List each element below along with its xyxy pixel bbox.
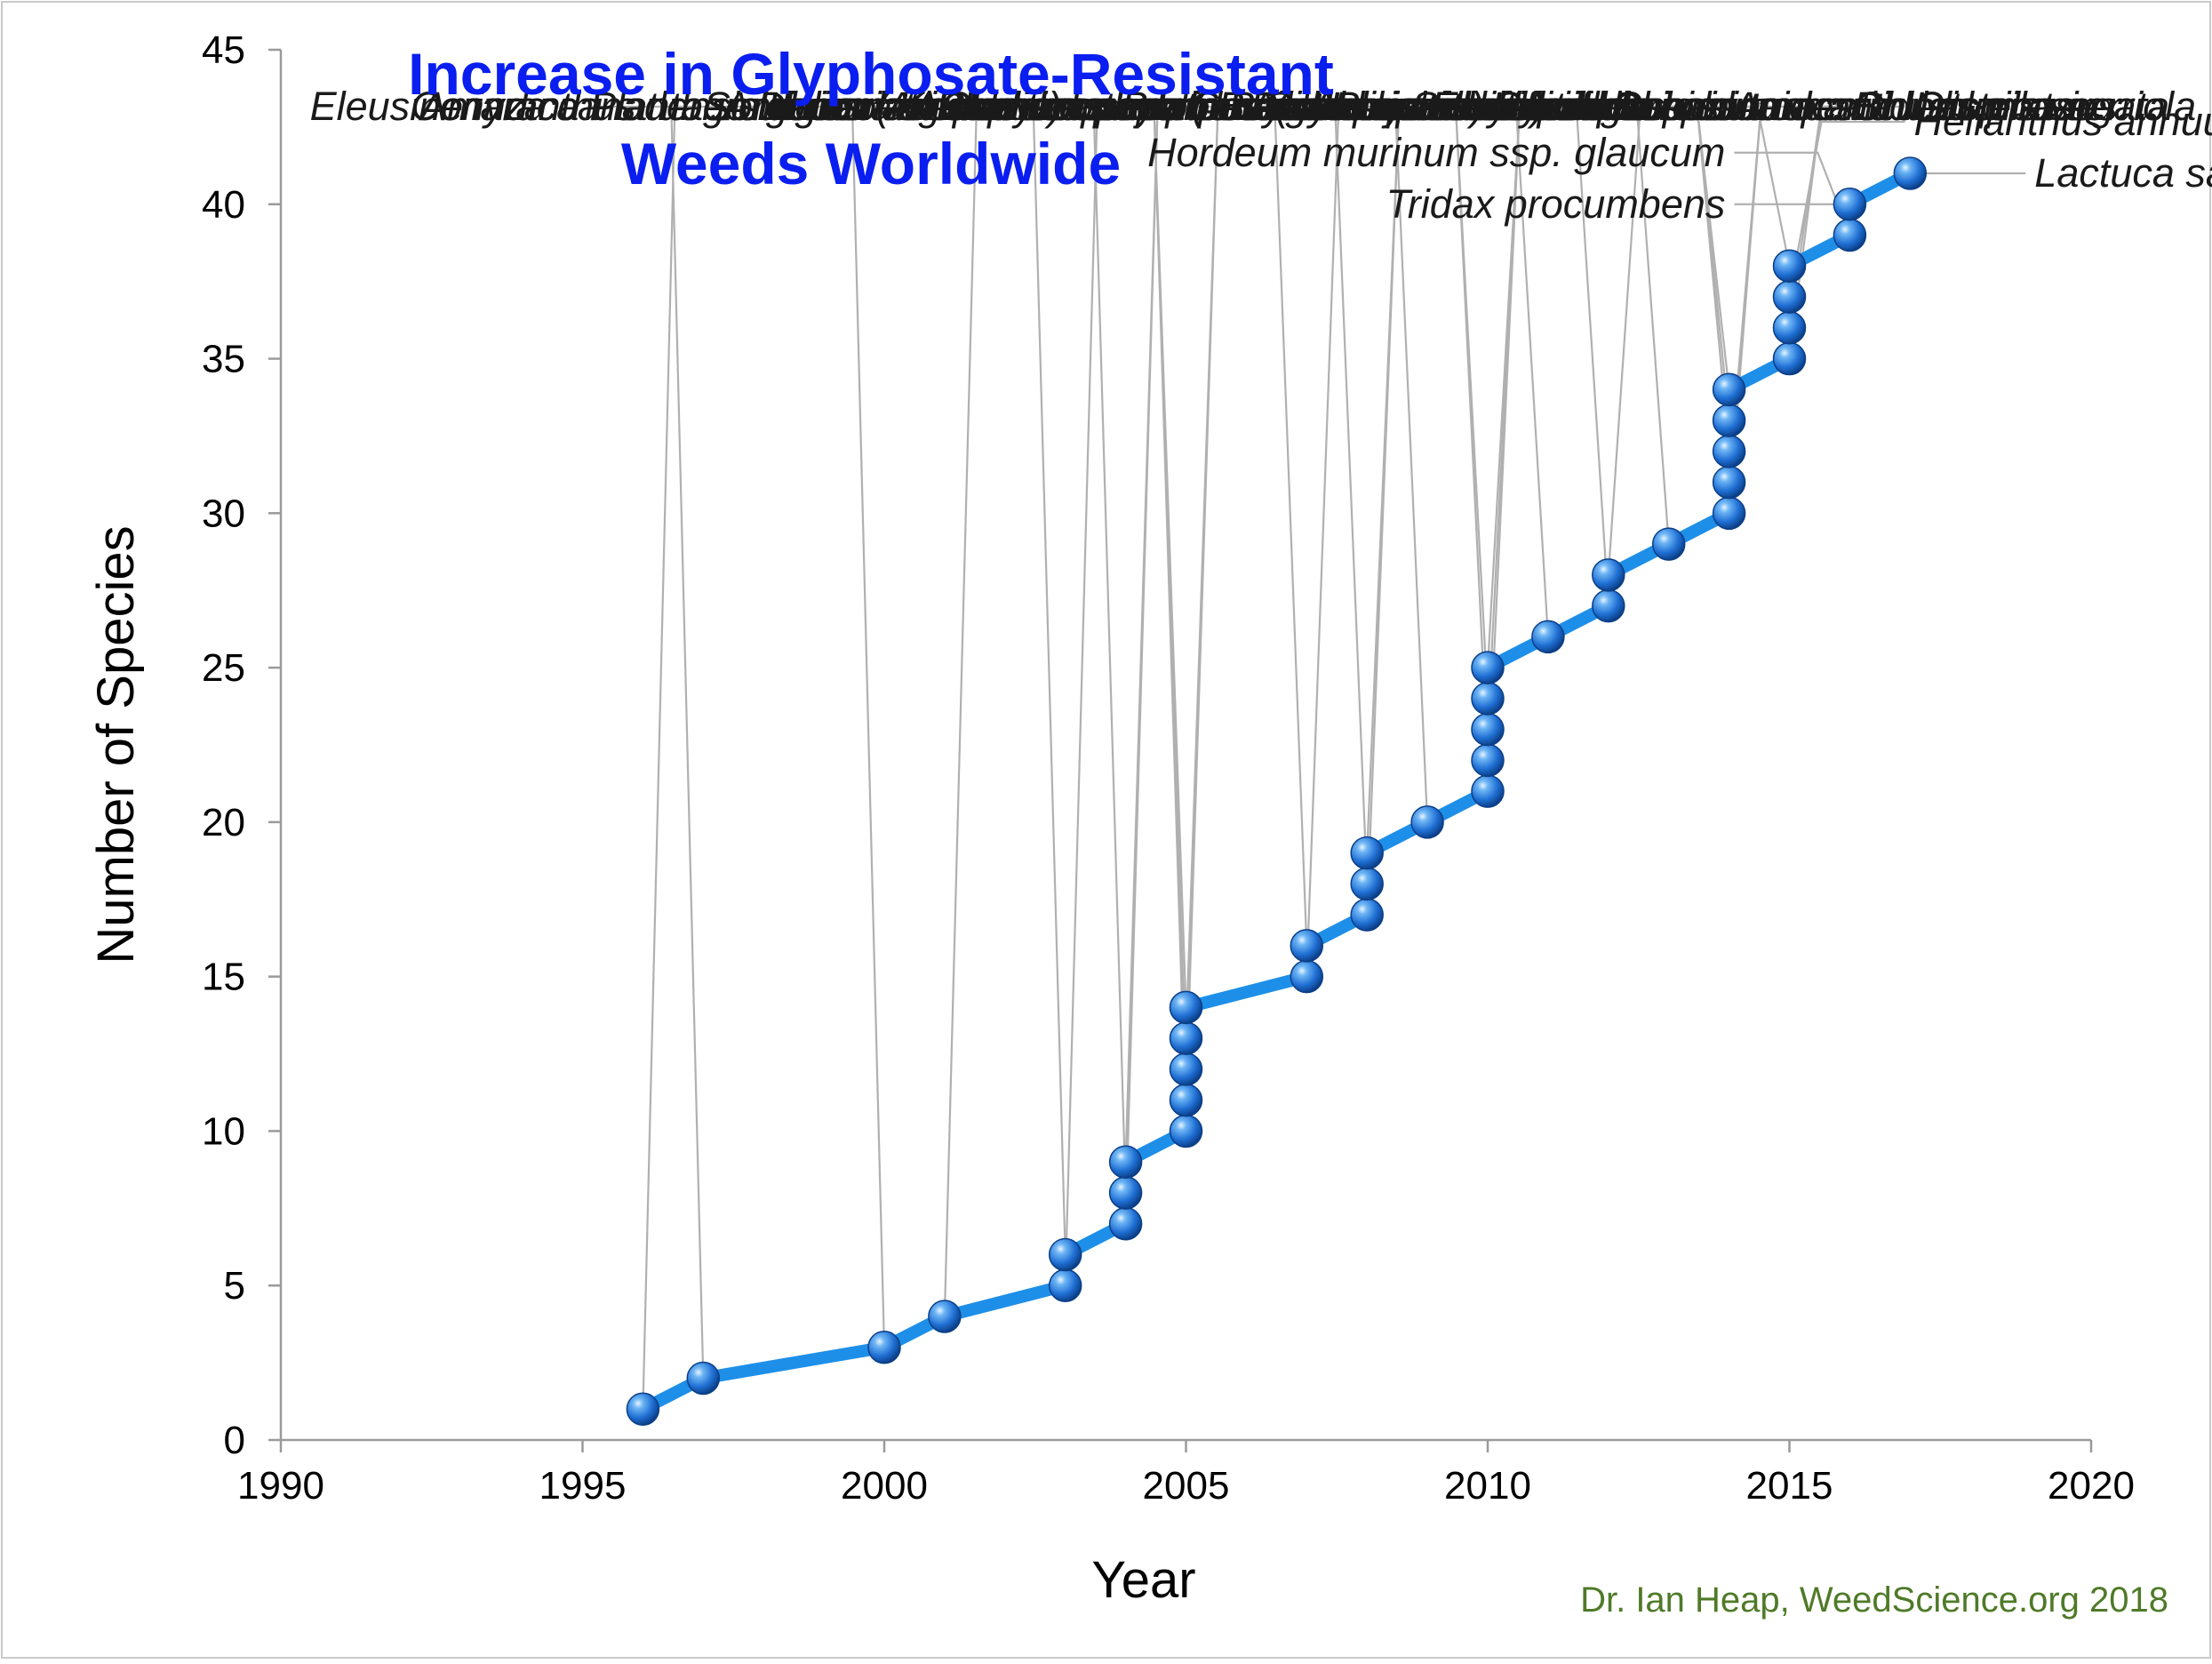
x-axis-title: Year <box>1091 1551 1195 1609</box>
y-tick-label: 0 <box>224 1419 245 1462</box>
credit-text: Dr. Ian Heap, WeedScience.org 2018 <box>1580 1580 2168 1620</box>
data-point-marker <box>1833 220 1865 252</box>
y-tick-label: 25 <box>202 646 245 690</box>
data-point-marker <box>1894 157 1926 189</box>
chart-title-line-2: Weeds Worldwide <box>621 131 1121 196</box>
y-tick-label: 15 <box>202 956 245 999</box>
data-point-marker <box>1472 775 1504 807</box>
data-point-marker <box>1713 373 1745 405</box>
y-tick-label: 10 <box>202 1109 245 1153</box>
x-tick-label: 2010 <box>1444 1464 1531 1508</box>
species-label: Tridax procumbens <box>1386 181 1726 227</box>
data-point-marker <box>1713 436 1745 468</box>
data-point-marker <box>1351 868 1383 900</box>
y-axis-title: Number of Species <box>87 525 145 964</box>
data-point-marker <box>1472 714 1504 746</box>
data-point-marker <box>868 1332 900 1364</box>
data-point-marker <box>929 1300 961 1332</box>
data-point-marker <box>1472 744 1504 776</box>
x-tick-label: 1990 <box>237 1464 324 1508</box>
data-point-marker <box>1050 1238 1082 1270</box>
y-tick-label: 30 <box>202 492 245 535</box>
data-point-marker <box>1351 899 1383 931</box>
data-point-marker <box>1351 837 1383 869</box>
data-point-marker <box>1110 1208 1142 1240</box>
data-point-marker <box>1290 961 1322 993</box>
chart-title-line-1: Increase in Glyphosate-Resistant <box>408 41 1334 107</box>
x-tick-label: 2000 <box>841 1464 928 1508</box>
y-tick-label: 35 <box>202 338 245 381</box>
species-label: Hordeum murinum ssp. glaucum <box>1147 130 1725 175</box>
y-tick-label: 5 <box>224 1264 245 1308</box>
x-tick-label: 2005 <box>1143 1464 1230 1508</box>
data-point-marker <box>1593 559 1625 591</box>
data-point-marker <box>1290 930 1322 962</box>
x-tick-label: 1995 <box>539 1464 627 1508</box>
data-point-marker <box>1472 652 1504 684</box>
species-label: Lactuca saligna <box>2034 150 2212 196</box>
data-point-marker <box>1774 343 1806 375</box>
data-point-marker <box>1532 620 1564 652</box>
data-point-marker <box>1110 1146 1142 1178</box>
data-point-marker <box>1170 1084 1202 1116</box>
data-point-marker <box>1170 1053 1202 1085</box>
x-tick-label: 2020 <box>2048 1464 2135 1508</box>
data-point-marker <box>1050 1269 1082 1301</box>
y-tick-label: 40 <box>202 183 245 227</box>
data-point-marker <box>1653 528 1685 560</box>
data-point-marker <box>1170 1115 1202 1147</box>
y-tick-label: 45 <box>202 28 245 72</box>
data-point-marker <box>1833 188 1865 220</box>
data-point-marker <box>1713 467 1745 499</box>
x-tick-label: 2015 <box>1746 1464 1833 1508</box>
data-point-marker <box>1774 281 1806 313</box>
data-point-marker <box>1170 1022 1202 1054</box>
data-point-marker <box>687 1362 719 1394</box>
data-point-marker <box>1593 590 1625 622</box>
data-point-marker <box>1411 806 1443 838</box>
y-tick-label: 20 <box>202 801 245 844</box>
data-point-marker <box>1170 991 1202 1023</box>
data-point-marker <box>1472 683 1504 715</box>
data-point-marker <box>1713 497 1745 529</box>
data-point-marker <box>1774 250 1806 282</box>
data-point-marker <box>1774 312 1806 344</box>
data-point-marker <box>1713 404 1745 436</box>
data-point-marker <box>627 1393 659 1425</box>
data-point-marker <box>1110 1177 1142 1209</box>
